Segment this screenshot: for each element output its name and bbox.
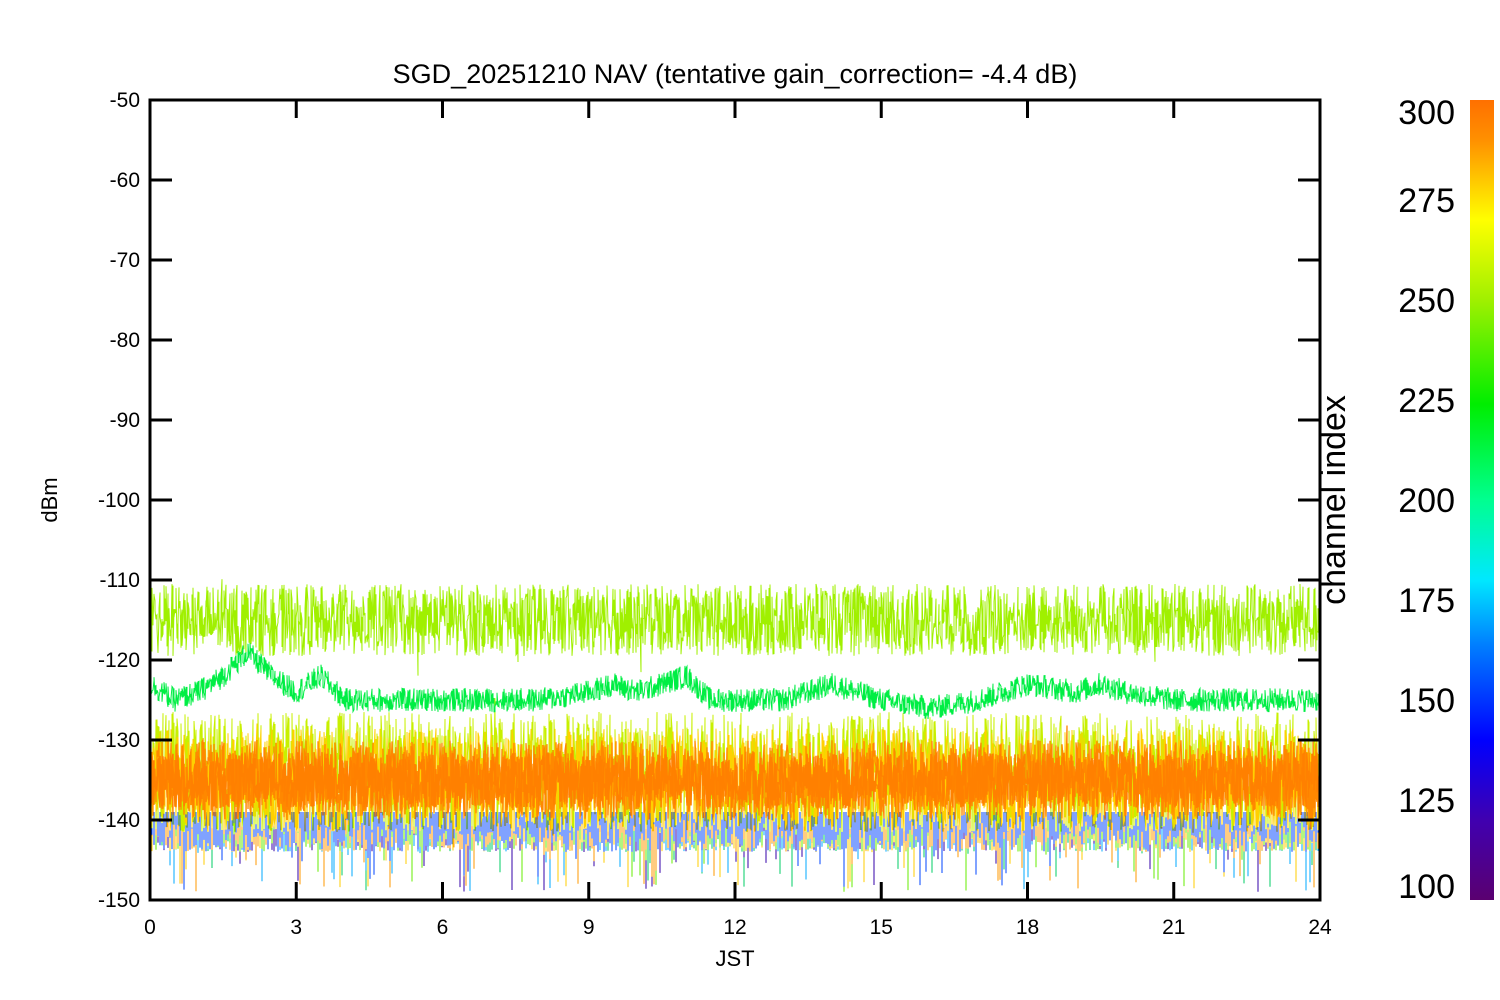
- y-tick-label: -120: [98, 649, 140, 672]
- colorbar-tick-label: 200: [1398, 482, 1455, 520]
- x-tick-label: 9: [583, 916, 595, 939]
- x-tick-label: 24: [1308, 916, 1332, 939]
- colorbar-title: channel index: [1315, 395, 1353, 605]
- y-tick-label: -90: [110, 409, 140, 432]
- y-tick-label: -70: [110, 249, 140, 272]
- chart-title: SGD_20251210 NAV (tentative gain_correct…: [393, 59, 1078, 89]
- colorbar-tick-label: 225: [1398, 382, 1455, 420]
- colorbar-tick-label: 150: [1398, 682, 1455, 720]
- colorbar-tick-label: 125: [1398, 782, 1455, 820]
- x-tick-label: 21: [1162, 916, 1185, 939]
- upper-band-series: [150, 579, 1320, 676]
- colorbar-tick-label: 250: [1398, 282, 1455, 320]
- green-band-series: [150, 642, 1320, 720]
- x-tick-label: 0: [144, 916, 156, 939]
- colorbar: [1470, 100, 1494, 900]
- y-tick-label: -140: [98, 809, 140, 832]
- y-tick-label: -100: [98, 489, 140, 512]
- colorbar-tick-label: 275: [1398, 182, 1455, 220]
- y-tick-label: -60: [110, 169, 140, 192]
- x-tick-label: 3: [290, 916, 302, 939]
- colorbar-tick-label: 100: [1398, 868, 1455, 906]
- y-tick-label: -80: [110, 329, 140, 352]
- noise-floor-core-series: [150, 750, 1320, 809]
- x-tick-label: 6: [437, 916, 449, 939]
- y-tick-label: -150: [98, 889, 140, 912]
- colorbar-ticks: 300 275 250 225 200 175 150 125 100: [1398, 94, 1455, 906]
- x-axis: 0 3 6 9 12 15 18 21 24: [144, 100, 1332, 939]
- x-axis-title: JST: [715, 946, 754, 971]
- x-tick-label: 12: [723, 916, 746, 939]
- y-axis-title: dBm: [37, 477, 62, 522]
- colorbar-tick-label: 300: [1398, 94, 1455, 132]
- plot-area: [150, 579, 1320, 892]
- x-tick-label: 15: [870, 916, 893, 939]
- x-tick-label: 18: [1016, 916, 1039, 939]
- y-tick-label: -50: [110, 89, 140, 112]
- y-axis: -50 -60 -70 -80 -90 -100 -110 -120 -130 -140 -150: [98, 89, 1320, 912]
- colorbar-tick-label: 175: [1398, 582, 1455, 620]
- y-tick-label: -110: [100, 569, 140, 592]
- y-tick-label: -130: [98, 729, 140, 752]
